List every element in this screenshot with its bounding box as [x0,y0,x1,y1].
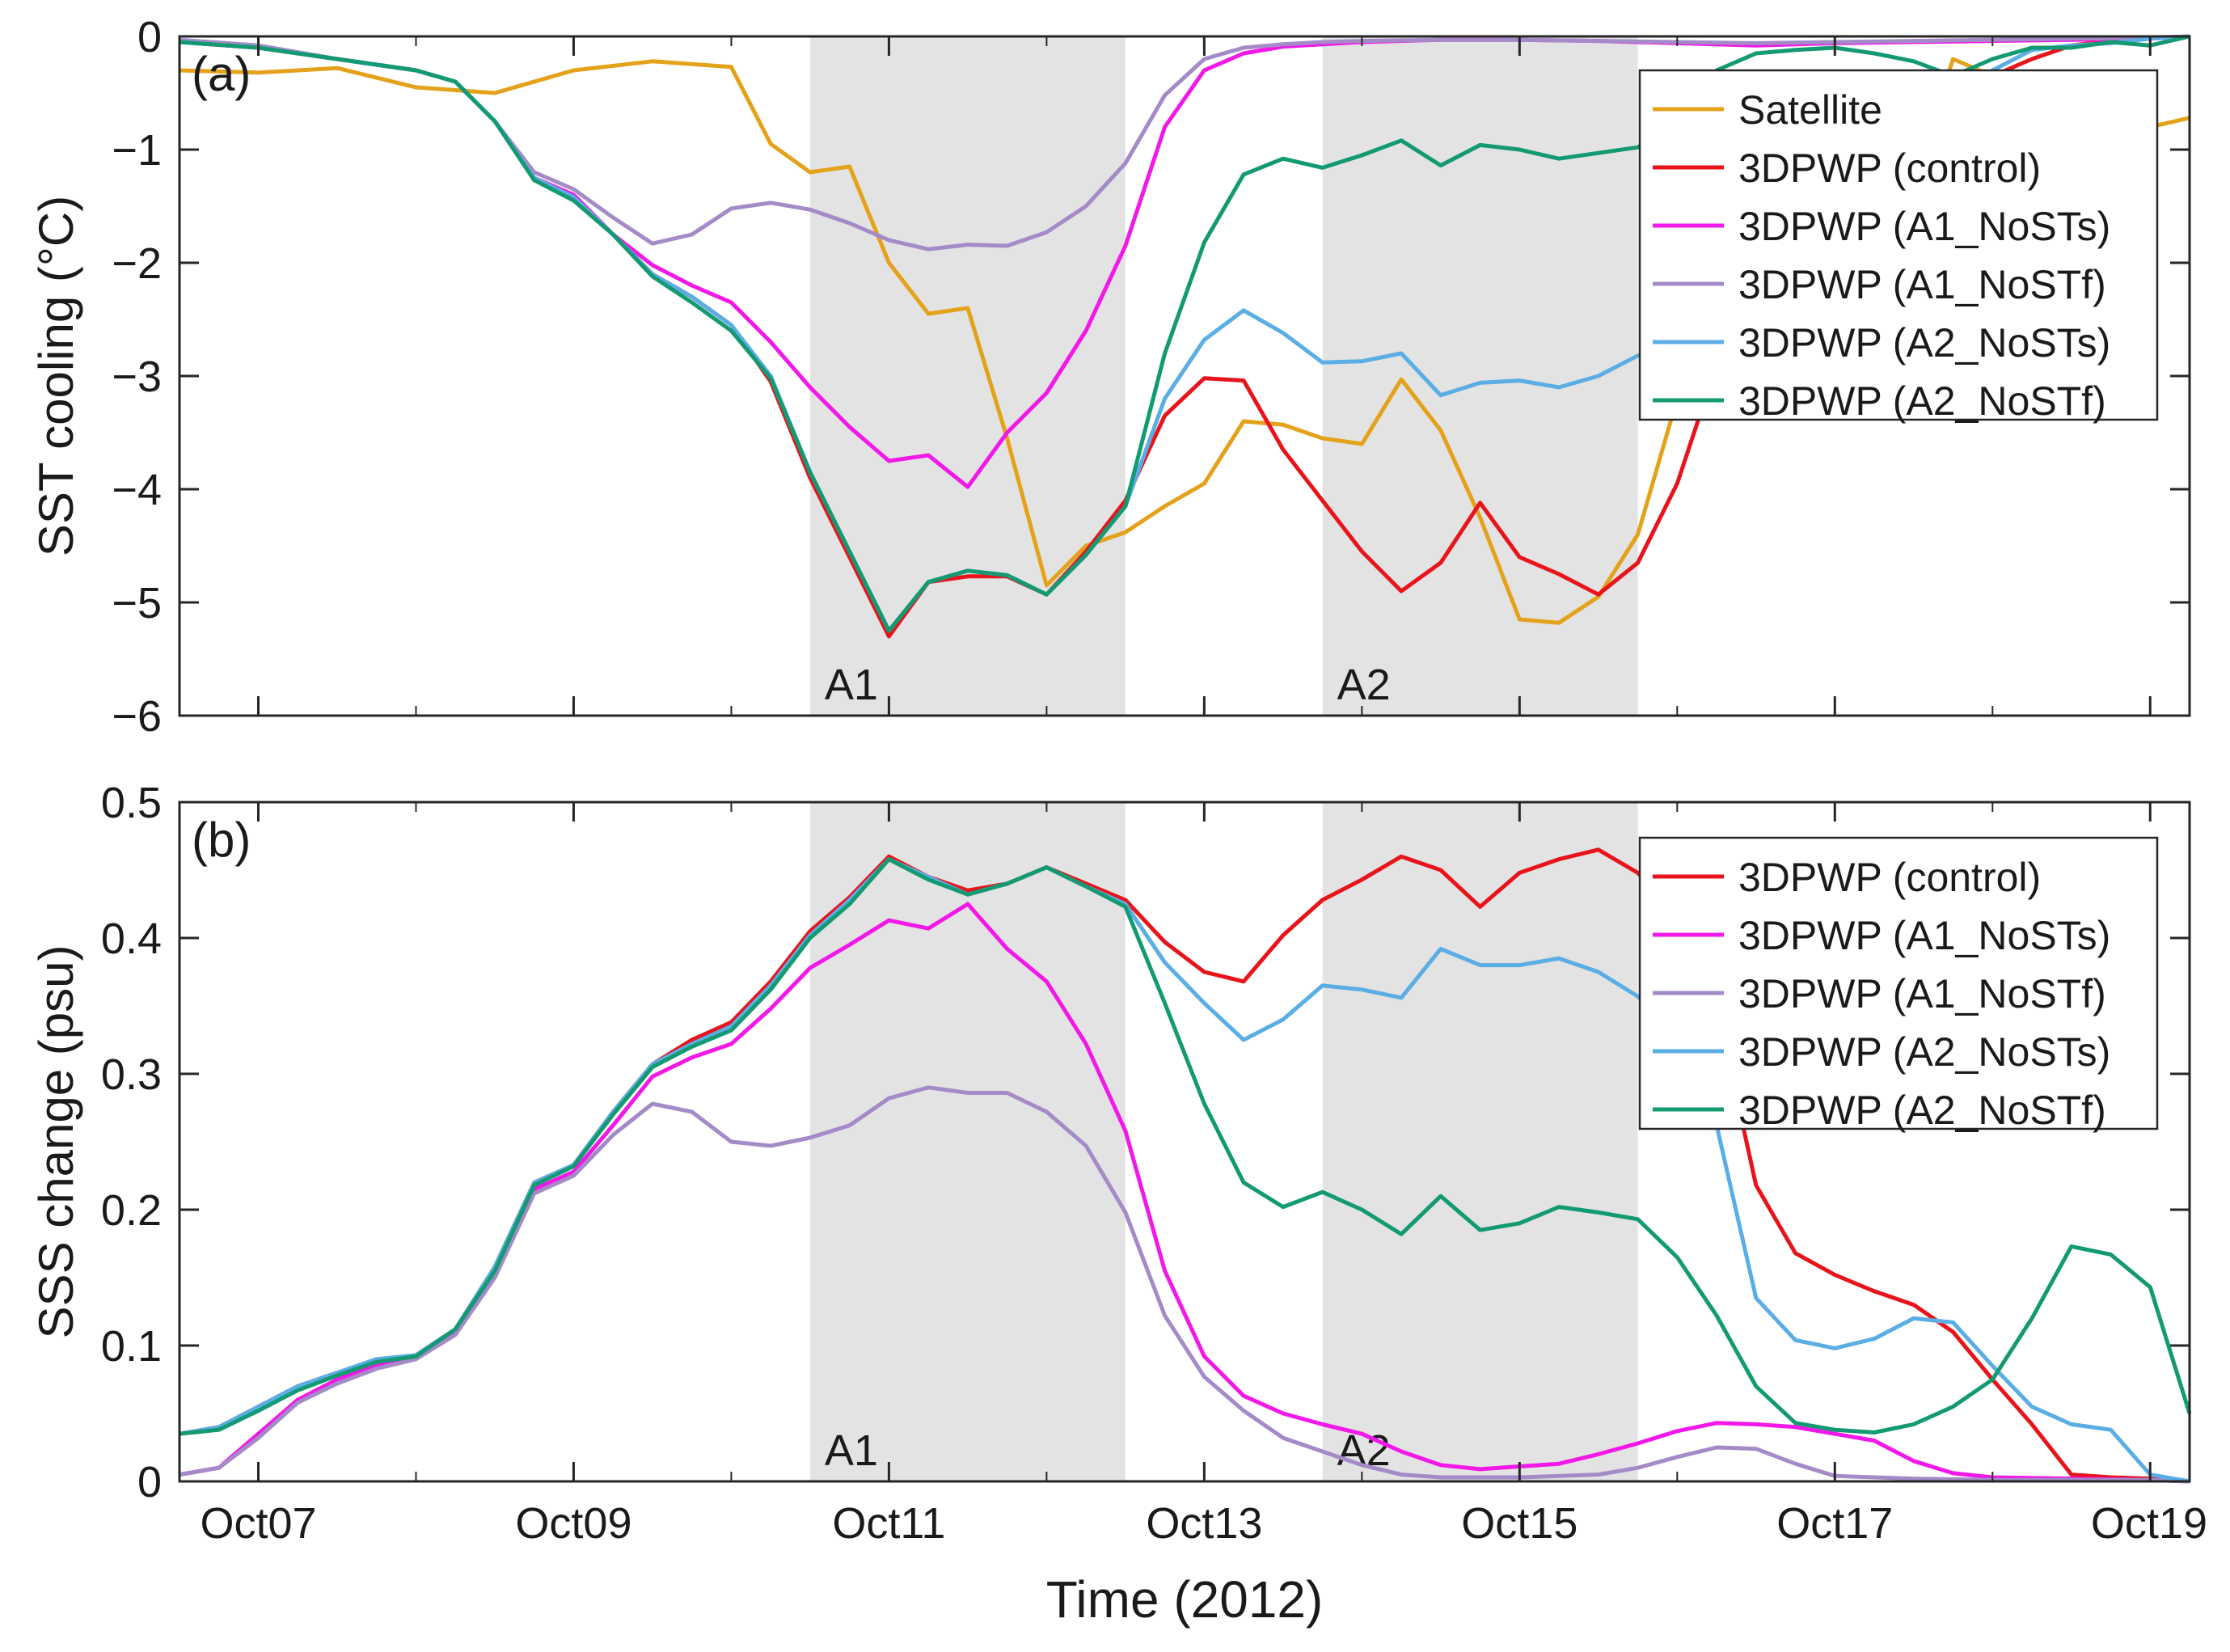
panel-a-ytick-label: −2 [112,239,162,288]
panel-a-legend-label-3dpwp-control: 3DPWP (control) [1738,146,2041,191]
panel-b-series-3dpwp-a2-nostf [179,857,2192,1436]
panel-b-legend-label-3dpwp-a1-nostf: 3DPWP (A1_NoSTf) [1738,971,2106,1016]
panel-a-ytick-label: −4 [112,466,162,514]
panel-b-label: (b) [192,813,251,867]
panel-b-ytick-label: 0.2 [101,1186,162,1235]
panel-a-ytick-label: −6 [112,692,162,741]
panel-b-ytick-label: 0.1 [101,1322,162,1371]
x-tick-label-oct17: Oct17 [1776,1499,1893,1548]
panel-a-legend-label-satellite: Satellite [1738,87,1882,133]
panel-a-ytick-label: −1 [112,126,162,175]
x-tick-label-oct07: Oct07 [200,1499,316,1548]
x-tick-label-oct11: Oct11 [832,1499,945,1548]
panel-a: A1 A2 0−1−2−3−4−5−6 (a) SST cooling (°C) … [29,13,2191,741]
panel-b-frame [178,801,2191,1483]
panel-a-ylabel: SST cooling (°C) [29,196,83,556]
panel-b-legend-label-3dpwp-a2-nosts: 3DPWP (A2_NoSTs) [1738,1029,2110,1075]
panel-b-legend-label-3dpwp-a1-nosts: 3DPWP (A1_NoSTs) [1738,913,2110,958]
panel-a-series-3dpwp-a2-nostf [179,34,2190,633]
panel-a-ytick-label: −3 [112,353,162,401]
panel-a-legend-label-3dpwp-a1-nosts: 3DPWP (A1_NoSTs) [1738,204,2110,249]
panel-b-legend-label-3dpwp-a2-nostf: 3DPWP (A2_NoSTf) [1738,1088,2106,1133]
x-tick-label-oct13: Oct13 [1146,1499,1262,1548]
panel-b: A1 A2 00.10.20.30.40.5 (b) SSS change (ps… [29,779,2192,1506]
panel-b-shaded-period-a2 [1322,802,1638,1481]
panel-a-shaded-period-a1 [809,36,1126,716]
panel-a-label: (a) [192,47,251,101]
panel-a-ytick-label: −5 [112,579,162,627]
panel-a-series-3dpwp-a1-nostf [179,34,2190,251]
x-axis-label: Time (2012) [1046,1570,1324,1629]
panel-a-legend-label-3dpwp-a1-nostf: 3DPWP (A1_NoSTf) [1738,262,2106,307]
x-tick-label-oct09: Oct09 [515,1499,631,1548]
x-tick-label-oct19: Oct19 [2091,1499,2207,1548]
panel-a-period-label-a2: A2 [1337,661,1391,709]
panel-a-ytick-label: 0 [137,13,162,61]
panel-b-legend-box [1638,836,2159,1130]
x-tick-label-oct15: Oct15 [1461,1499,1577,1548]
panel-b-ytick-label: 0.5 [101,779,162,827]
panel-b-ytick-label: 0.4 [101,915,162,963]
panel-b-shaded-period-a1 [809,802,1126,1481]
panel-a-legend-label-3dpwp-a2-nostf: 3DPWP (A2_NoSTf) [1738,378,2106,424]
panel-b-legend-label-3dpwp-control: 3DPWP (control) [1738,855,2041,900]
panel-a-period-label-a1: A1 [825,661,878,709]
x-tick-labels: Oct07 Oct09 Oct11 Oct13 Oct15 Oct17 Oct19 [200,1499,2207,1548]
panel-b-series-3dpwp-a1-nostf [179,1085,2190,1484]
panel-b-ytick-label: 0.3 [101,1050,162,1099]
panel-b-period-label-a1: A1 [825,1426,878,1475]
panel-b-ytick-label: 0 [137,1458,162,1506]
panel-a-legend-label-3dpwp-a2-nosts: 3DPWP (A2_NoSTs) [1738,320,2110,365]
panel-a-shaded-period-a2 [1322,36,1638,716]
panel-b-ylabel: SSS change (psu) [29,945,83,1339]
panel-a-legend-box [1638,69,2159,421]
